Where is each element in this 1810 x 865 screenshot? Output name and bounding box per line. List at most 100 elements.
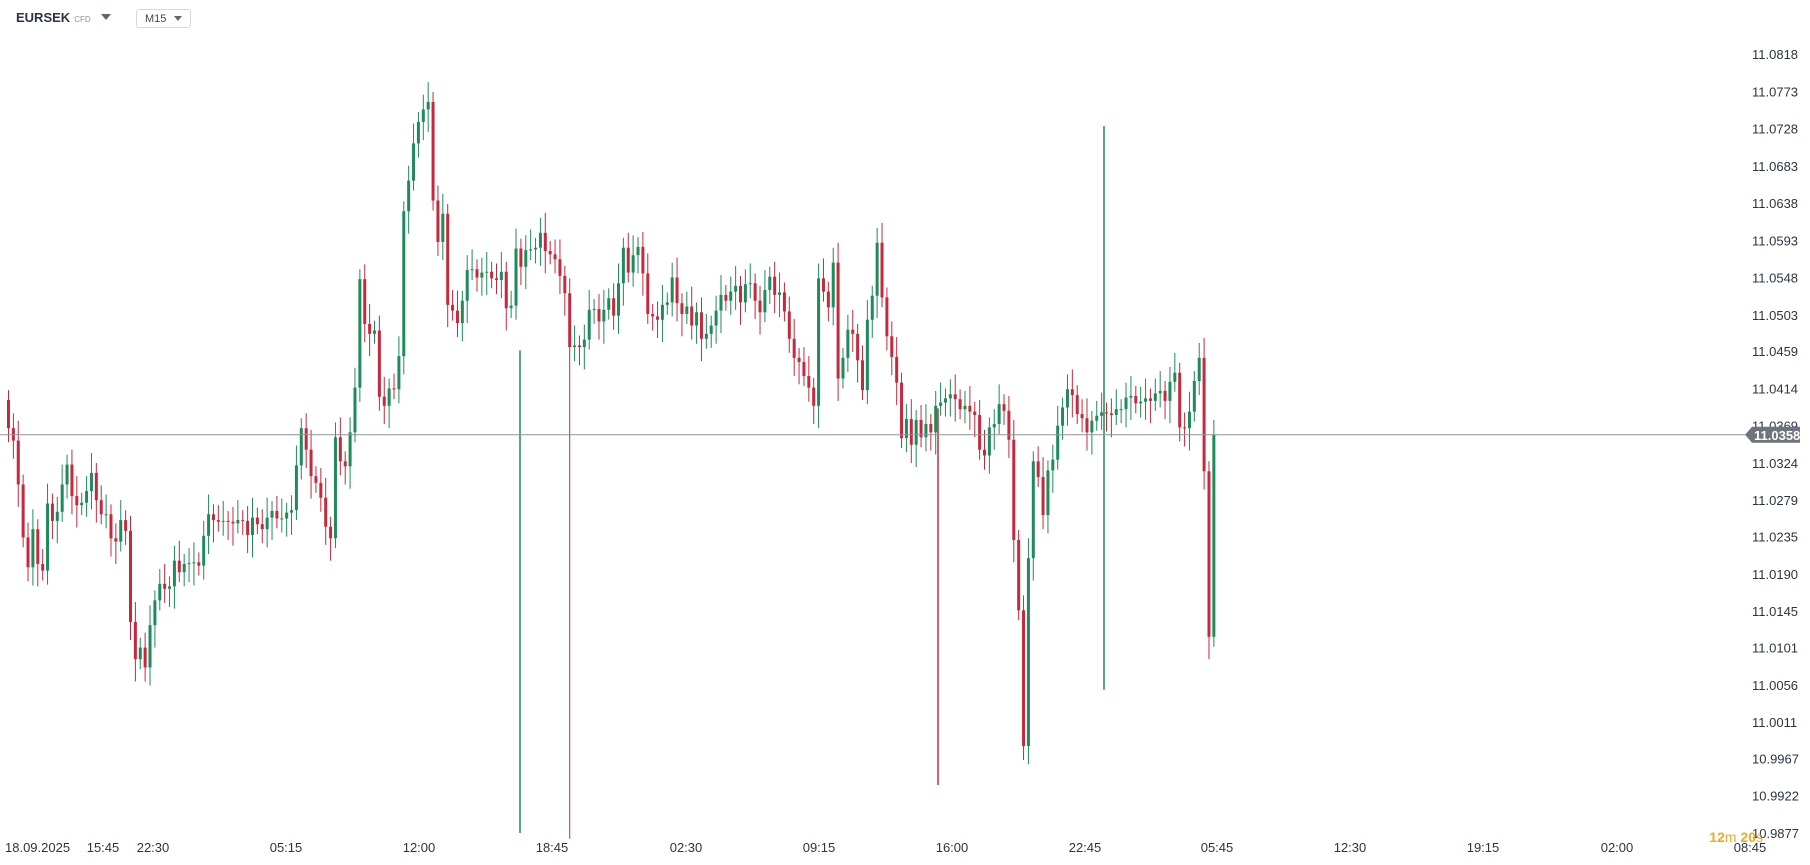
y-axis-tick-label: 11.0728 bbox=[1752, 122, 1798, 137]
y-axis-tick-label: 10.9877 bbox=[1752, 826, 1799, 841]
candle-body bbox=[451, 304, 455, 311]
x-axis-tick-label: 22:30 bbox=[137, 840, 170, 855]
y-axis-tick-label: 11.0683 bbox=[1752, 159, 1798, 174]
candle-body bbox=[1051, 459, 1055, 471]
candle-body bbox=[382, 396, 386, 406]
candle-body bbox=[324, 497, 328, 527]
candle-body bbox=[124, 520, 128, 531]
candle-body bbox=[1022, 610, 1026, 747]
candle-body bbox=[607, 298, 611, 310]
candle-body bbox=[236, 520, 240, 524]
candle-body bbox=[836, 262, 840, 379]
candle-body bbox=[455, 310, 459, 324]
y-axis-tick-label: 11.0235 bbox=[1752, 530, 1798, 545]
candle-body bbox=[543, 232, 547, 252]
candle-body bbox=[992, 424, 996, 428]
candle-body bbox=[1026, 558, 1030, 747]
candle-body bbox=[851, 329, 855, 334]
current-price-tag bbox=[1745, 426, 1800, 443]
candle-body bbox=[1046, 470, 1050, 516]
instrument-type-label: CFD bbox=[74, 15, 91, 24]
candle-body bbox=[665, 302, 669, 305]
candle-body bbox=[285, 512, 289, 519]
candle-body bbox=[392, 388, 396, 390]
candle-body bbox=[192, 562, 196, 564]
y-axis-tick-label: 11.0056 bbox=[1752, 678, 1798, 693]
candle-body bbox=[1134, 395, 1138, 404]
candle-body bbox=[109, 514, 113, 539]
candle-body bbox=[841, 357, 845, 379]
candle-body bbox=[255, 517, 259, 525]
candle-body bbox=[294, 465, 298, 511]
timeframe-selector[interactable]: M15 bbox=[136, 9, 192, 28]
candle-body bbox=[41, 563, 45, 571]
candle-body bbox=[631, 255, 635, 273]
candle-body bbox=[524, 250, 528, 267]
candle-body bbox=[1070, 389, 1074, 396]
candle-body bbox=[299, 428, 303, 466]
candle-body bbox=[1095, 415, 1099, 421]
candle-body bbox=[1212, 434, 1216, 637]
candle-body bbox=[763, 289, 767, 313]
candle-body bbox=[16, 440, 20, 485]
candle-body bbox=[304, 428, 308, 450]
candle-body bbox=[939, 402, 943, 406]
candle-body bbox=[280, 518, 284, 520]
y-axis-tick-label: 11.0190 bbox=[1752, 567, 1798, 582]
x-axis-tick-label: 08:45 bbox=[1734, 840, 1767, 855]
candle-body bbox=[182, 563, 186, 573]
candle-body bbox=[1119, 409, 1123, 411]
x-axis-tick-label: 15:45 bbox=[87, 840, 120, 855]
candle-body bbox=[685, 306, 689, 314]
candle-body bbox=[709, 325, 713, 334]
candle-body bbox=[114, 538, 118, 542]
candle-body bbox=[739, 285, 742, 303]
candle-body bbox=[1178, 372, 1182, 428]
candle-body bbox=[129, 530, 132, 622]
candle-body bbox=[475, 269, 479, 278]
y-axis-tick-label: 11.0503 bbox=[1752, 308, 1798, 323]
timeframe-label: M15 bbox=[145, 12, 167, 25]
candle-body bbox=[768, 276, 772, 290]
symbol-selector[interactable]: EURSEK CFD bbox=[16, 10, 111, 25]
candle-body bbox=[158, 583, 162, 601]
candle-body bbox=[670, 277, 674, 303]
candle-body bbox=[553, 254, 557, 260]
x-axis-tick-label: 19:15 bbox=[1467, 840, 1500, 855]
candle-body bbox=[143, 647, 147, 668]
y-axis-tick-label: 11.0818 bbox=[1752, 47, 1798, 62]
candle-body bbox=[592, 308, 596, 310]
chart-toolbar: EURSEK CFD M15 bbox=[0, 0, 1810, 34]
candle-body bbox=[885, 297, 889, 337]
candle-body bbox=[699, 312, 703, 339]
candle-body bbox=[168, 586, 172, 589]
candle-body bbox=[1114, 409, 1118, 415]
candle-body bbox=[31, 529, 35, 568]
candle-body bbox=[943, 398, 947, 403]
timer-seconds: 20 bbox=[1740, 829, 1756, 845]
candle-body bbox=[397, 356, 401, 390]
candle-body bbox=[1007, 410, 1011, 440]
candle-body bbox=[690, 306, 694, 326]
candle-body bbox=[656, 316, 660, 320]
candle-body bbox=[948, 394, 952, 399]
candle-body bbox=[1017, 539, 1021, 611]
candle-body bbox=[529, 249, 533, 251]
candle-body bbox=[719, 294, 723, 311]
candle-body bbox=[778, 292, 782, 295]
y-axis-tick-label: 11.0324 bbox=[1752, 456, 1798, 471]
candle-body bbox=[1183, 427, 1187, 429]
candle-body bbox=[626, 247, 630, 273]
candle-body bbox=[1085, 418, 1089, 433]
candle-body bbox=[817, 278, 821, 406]
candle-body bbox=[504, 271, 508, 309]
candle-body bbox=[1124, 397, 1128, 410]
candle-body bbox=[207, 514, 211, 536]
candle-body bbox=[163, 583, 167, 589]
candle-body bbox=[641, 246, 645, 274]
candle-body bbox=[807, 376, 811, 388]
candle-body bbox=[1075, 395, 1079, 415]
candle-body bbox=[1100, 412, 1104, 416]
candle-body bbox=[333, 437, 337, 539]
